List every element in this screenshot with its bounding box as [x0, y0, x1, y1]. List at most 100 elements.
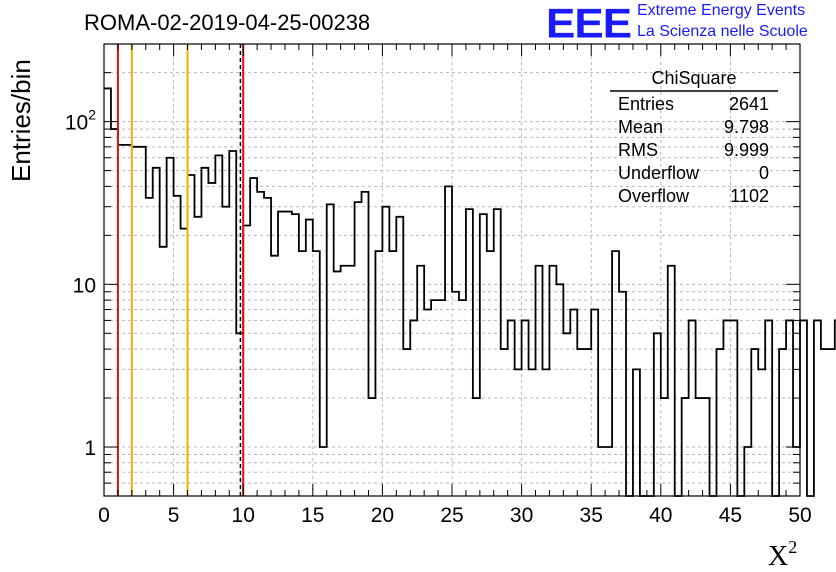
histogram-bin: [480, 214, 487, 496]
histogram-bin: [132, 147, 139, 496]
histogram-bin: [382, 207, 389, 496]
histogram-bin: [466, 209, 473, 496]
histogram-bin: [730, 320, 737, 496]
histogram-bin: [201, 168, 208, 496]
stats-label-underflow: Underflow: [618, 163, 700, 183]
histogram-bin: [508, 320, 515, 496]
y-tick-label-base: 10: [65, 112, 88, 135]
x-axis-label: X2: [768, 537, 797, 572]
histogram-bin: [285, 212, 292, 496]
histogram-bin: [563, 333, 570, 496]
x-tick-label: 45: [719, 504, 742, 527]
stats-name: ChiSquare: [651, 68, 736, 88]
histogram-bin: [668, 266, 675, 496]
histogram-bin: [445, 186, 452, 496]
x-tick-label: 40: [649, 504, 672, 527]
histogram-bin: [229, 151, 236, 496]
histogram-bin: [619, 292, 626, 496]
histogram-bin: [208, 183, 215, 496]
histogram-bin: [348, 266, 355, 496]
x-tick-label: 25: [440, 504, 463, 527]
histogram-bin: [362, 192, 369, 496]
histogram-bin: [431, 300, 438, 496]
x-tick-label: 10: [232, 504, 255, 527]
histogram-bin: [188, 175, 195, 496]
y-tick-label: 102: [65, 107, 96, 135]
histogram-bin: [779, 349, 786, 496]
histogram-bin: [271, 256, 278, 496]
histogram-bin: [160, 247, 167, 496]
histogram-bin: [410, 320, 417, 496]
histogram-bin: [536, 266, 543, 496]
stats-value-mean: 9.798: [724, 117, 769, 137]
histogram-bin: [118, 145, 125, 496]
histogram-bin: [542, 369, 549, 496]
y-axis-label: Entries/bin: [6, 59, 36, 182]
axis-ticks: [103, 43, 801, 497]
histogram-bin: [417, 266, 424, 496]
y-tick-label: 1: [84, 437, 96, 460]
histogram-bin: [368, 398, 375, 496]
histogram-bin: [633, 369, 640, 496]
histogram-bin: [341, 266, 348, 496]
histogram-bin: [257, 192, 264, 496]
stats-value-underflow: 0: [759, 163, 769, 183]
histogram-bin: [313, 251, 320, 496]
histogram-bin: [327, 204, 334, 496]
histogram-bin: [758, 369, 765, 496]
histogram-bin: [111, 129, 118, 496]
x-tick-label: 0: [98, 504, 110, 527]
stats-box: ChiSquare Entries 2641 Mean 9.798 RMS 9.…: [610, 68, 778, 206]
histogram-bin: [591, 310, 598, 496]
histogram-bin: [278, 212, 285, 496]
x-tick-label: 15: [301, 504, 324, 527]
histogram-bin: [821, 349, 828, 496]
histogram-bin: [396, 217, 403, 496]
x-axis-label-base: X: [768, 541, 788, 572]
histogram-bin: [355, 202, 362, 496]
brand-line-2: La Scienza nelle Scuole: [637, 23, 808, 40]
histogram-bin: [334, 271, 341, 496]
stats-value-overflow: 1102: [730, 186, 769, 206]
x-axis-label-sup: 2: [788, 537, 797, 557]
histogram-bin: [424, 310, 431, 496]
histogram-bin: [605, 447, 612, 496]
stats-label-mean: Mean: [618, 117, 663, 137]
histogram-bin: [459, 300, 466, 496]
run-title: ROMA-02-2019-04-25-00238: [84, 10, 371, 35]
histogram-bin: [487, 251, 494, 496]
histogram-bin: [494, 209, 501, 496]
x-tick-label: 30: [510, 504, 533, 527]
eee-logo: EEE: [546, 0, 632, 47]
histogram-bin: [243, 225, 250, 496]
x-tick-label: 20: [371, 504, 394, 527]
histogram-bin: [515, 369, 522, 496]
histogram-bin: [744, 447, 751, 496]
brand-line-1: Extreme Energy Events: [637, 2, 806, 19]
histogram-bin: [522, 320, 529, 496]
histogram-bin: [654, 333, 661, 496]
histogram-bin: [501, 349, 508, 496]
marker-lines: [116, 44, 245, 496]
histogram-bin: [215, 155, 222, 496]
histogram-bin: [584, 349, 591, 496]
histogram-bin: [167, 158, 174, 496]
histogram-bin: [139, 147, 146, 496]
histogram-bin: [696, 398, 703, 496]
histogram-bin: [153, 168, 160, 496]
histogram-bin: [174, 196, 181, 496]
histogram-bin: [612, 251, 619, 496]
histogram-bin: [682, 398, 689, 496]
histogram-bin: [703, 398, 710, 496]
histogram-bin: [473, 398, 480, 496]
x-tick-label: 35: [580, 504, 603, 527]
histogram-bin: [375, 251, 382, 496]
histogram-bin: [452, 292, 459, 496]
histogram-bin: [598, 447, 605, 496]
histogram-bin: [814, 320, 821, 496]
histogram-bin: [723, 320, 730, 496]
histogram-bin: [438, 300, 445, 496]
histogram-bin: [786, 320, 793, 496]
